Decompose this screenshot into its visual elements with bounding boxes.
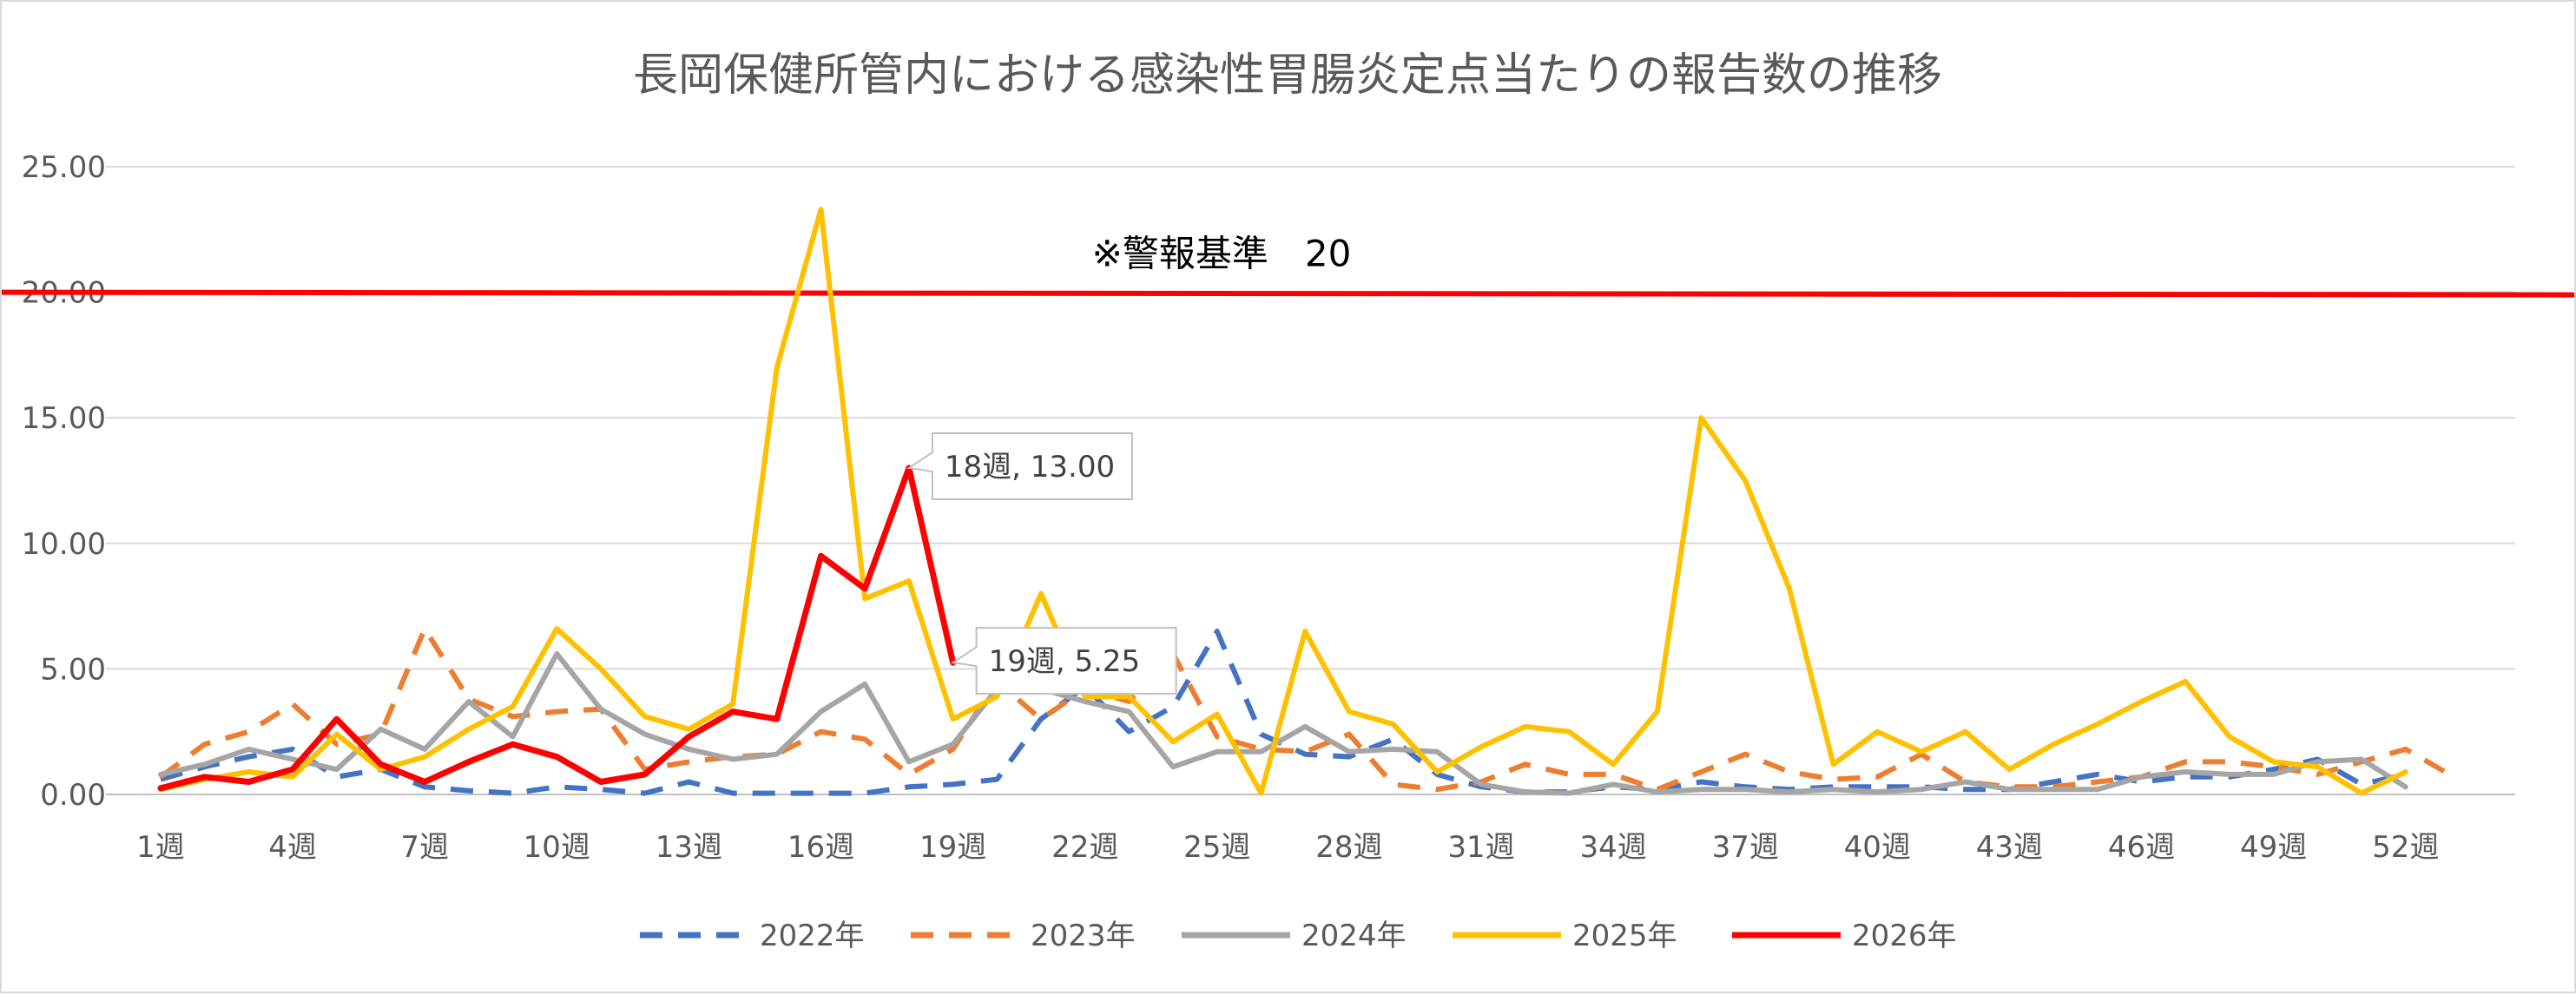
legend-label: 2023年 — [1031, 919, 1136, 953]
y-tick-label: 10.00 — [22, 527, 106, 562]
legend-item: 2024年 — [1182, 919, 1407, 953]
series-line-2 — [159, 626, 2451, 793]
legend-label: 2025年 — [1572, 919, 1677, 953]
series-line-4 — [158, 207, 2408, 796]
x-tick-label: 31週 — [1447, 830, 1514, 865]
x-tick-label: 10週 — [524, 830, 590, 865]
x-tick-label: 1週 — [136, 830, 185, 865]
legend-label: 2024年 — [1301, 919, 1407, 953]
legend-item: 2025年 — [1453, 919, 1677, 953]
legend-item: 2023年 — [911, 919, 1136, 953]
callout-box — [906, 432, 1133, 501]
y-tick-label: 5.00 — [40, 652, 106, 687]
callout-box — [950, 627, 1177, 695]
alarm-threshold-line — [1, 289, 2575, 298]
x-tick-label: 46週 — [2108, 830, 2175, 865]
series-line-3 — [158, 651, 2408, 796]
series-line-5 — [157, 465, 957, 792]
series-line-1 — [160, 629, 2407, 796]
data-callout: 18週, 13.00 — [906, 432, 1133, 501]
legend: 2022年 2023年 2024年 2025年 2026年 — [640, 919, 1957, 953]
x-tick-label: 28週 — [1315, 830, 1382, 865]
alarm-threshold-label: ※警報基準 20 — [1092, 233, 1352, 275]
data-callouts: 18週, 13.00 19週, 5.25 — [906, 432, 1177, 695]
x-tick-label: 49週 — [2240, 830, 2307, 865]
x-axis-tick-labels: 1週 4週 7週 10週 13週 16週 19週 22週 25週 28週 31週 34週 37週 40週 4… — [136, 830, 2439, 865]
x-tick-label: 4週 — [268, 830, 317, 865]
x-tick-label: 16週 — [787, 830, 854, 865]
x-tick-label: 22週 — [1051, 830, 1118, 865]
series-lines — [157, 207, 2451, 796]
legend-item: 2026年 — [1732, 919, 1957, 953]
x-tick-label: 19週 — [919, 830, 986, 865]
x-tick-label: 52週 — [2372, 830, 2439, 865]
x-tick-label: 37週 — [1712, 830, 1779, 865]
y-tick-label: 0.00 — [40, 778, 106, 813]
x-tick-label: 13週 — [656, 830, 722, 865]
x-tick-label: 40週 — [1844, 830, 1911, 865]
x-tick-label: 34週 — [1579, 830, 1646, 865]
x-tick-label: 43週 — [1976, 830, 2043, 865]
data-callout: 19週, 5.25 — [950, 627, 1177, 695]
callout-label: 18週, 13.00 — [945, 450, 1115, 484]
y-tick-label: 15.00 — [22, 401, 106, 436]
legend-item: 2022年 — [640, 919, 865, 953]
y-tick-label: 25.00 — [22, 150, 106, 185]
alarm-threshold: ※警報基準 20 — [1, 233, 2575, 298]
legend-label: 2026年 — [1852, 919, 1957, 953]
x-tick-label: 25週 — [1183, 830, 1250, 865]
legend-label: 2022年 — [760, 919, 865, 953]
callout-label: 19週, 5.25 — [989, 644, 1141, 679]
chart-title: 長岡保健所管内における感染性胃腸炎定点当たりの報告数の推移 — [633, 49, 1942, 102]
x-tick-label: 7週 — [400, 830, 449, 865]
